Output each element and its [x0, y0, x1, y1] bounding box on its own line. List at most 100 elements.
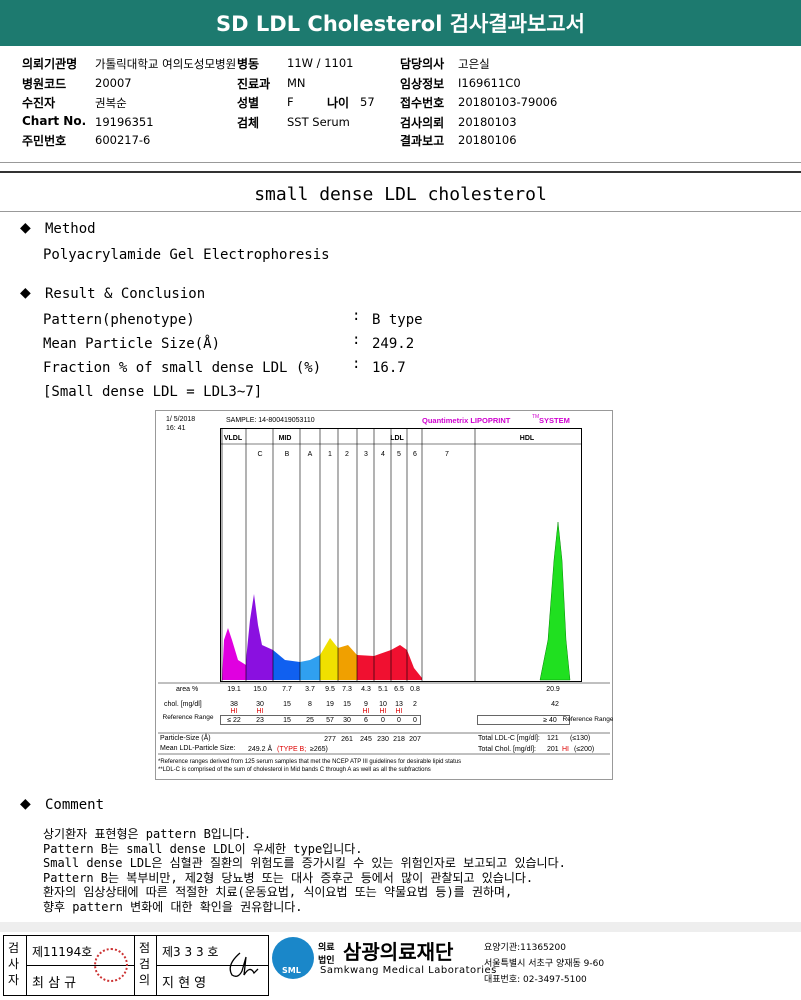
- total-ldl-ref: (≤130): [570, 735, 590, 742]
- sub-label: B: [285, 451, 290, 458]
- info-label: 성별: [237, 96, 260, 110]
- footnote: *Reference ranges derived from 125 serum…: [158, 759, 461, 765]
- result-value: 249.2: [372, 336, 415, 352]
- sign-box: [3, 935, 269, 996]
- org: 삼광의료재단: [343, 940, 454, 964]
- size-value: 245: [360, 736, 372, 743]
- group-label: VLDL: [224, 435, 243, 442]
- row-label: chol. [mg/dl]: [164, 701, 202, 708]
- hdl-chol: 42: [551, 701, 559, 708]
- info-label: 임상정보: [400, 77, 445, 91]
- ref-value: 15: [283, 717, 291, 724]
- result-sep: :: [352, 356, 361, 372]
- area-value: 9.5: [325, 686, 335, 693]
- ref-value: 57: [326, 717, 334, 724]
- mean-ref: ≥265): [310, 746, 328, 753]
- row-label: area %: [176, 686, 198, 693]
- peaks: [222, 521, 571, 681]
- peak: [320, 638, 338, 680]
- title: SD LDL Cholesterol 검사결과보고서: [216, 12, 585, 36]
- brand: Quantimetrix LIPOPRINT: [422, 416, 511, 425]
- chol-value: 8: [308, 701, 312, 708]
- peak: [222, 628, 246, 680]
- hdl-ref: ≥ 40: [543, 717, 557, 724]
- info-value: 57: [360, 95, 375, 109]
- info-label: 나이: [327, 96, 350, 110]
- mean-type: (TYPE B;: [277, 746, 306, 753]
- sub-label: 2: [345, 451, 349, 458]
- total-chol-label: Total Chol. [mg/dl]:: [478, 746, 536, 753]
- org-type: 의료법인: [318, 943, 335, 966]
- result-label: Mean Particle Size(Å): [43, 336, 221, 352]
- checker-name: 지 현 영: [162, 976, 207, 991]
- total-ldl-value: 121: [547, 735, 559, 742]
- ref-value: 23: [256, 717, 264, 724]
- peak: [246, 594, 273, 680]
- chol-value: 10: [379, 701, 387, 708]
- row-label: Reference Range: [163, 714, 214, 721]
- ref-value: 25: [306, 717, 314, 724]
- chol-flag: HI: [231, 708, 238, 715]
- comment-line: Pattern B는 small dense LDL이 우세한 type입니다.: [43, 841, 363, 856]
- size-value: 230: [377, 736, 389, 743]
- tester-role: 검사자: [8, 941, 20, 987]
- peak: [300, 655, 320, 680]
- rule: [26, 965, 134, 966]
- group-label: HDL: [520, 435, 535, 442]
- info-label: 접수번호: [400, 96, 445, 110]
- date: 1/ 5/2018: [166, 416, 195, 423]
- total-ldl-label: Total LDL-C [mg/dl]:: [478, 735, 540, 742]
- info-value: 11W / 1101: [287, 56, 354, 70]
- ref-value: 0: [381, 717, 385, 724]
- comment-line: Small dense LDL은 심혈관 질환의 위험도를 증가시킬 수 있는 …: [43, 856, 566, 870]
- plot-frame: [220, 428, 582, 682]
- sub-label: 5: [397, 451, 401, 458]
- info-value: 가톨릭대학교 여의도성모병원: [95, 57, 237, 71]
- total-chol-value: 201: [547, 746, 559, 753]
- bullet: ◆: [20, 796, 31, 812]
- peak: [338, 645, 357, 680]
- info-label: 결과보고: [400, 134, 445, 148]
- peak: [539, 521, 571, 681]
- result-value: B type: [372, 312, 423, 328]
- org-en: Samkwang Medical Laboratories: [320, 965, 497, 976]
- result-label: Pattern(phenotype): [43, 312, 195, 328]
- info-label: 병원코드: [22, 77, 67, 91]
- area-value: 15.0: [253, 686, 267, 693]
- figure-frame: [155, 410, 613, 780]
- mean-value: 249.2 Å: [248, 744, 272, 753]
- rule: [134, 935, 135, 996]
- ref-value: 0: [413, 717, 417, 724]
- method-heading: Method: [45, 221, 96, 237]
- rule: [0, 211, 801, 212]
- area-value: 6.5: [394, 686, 404, 693]
- method-text: Polyacrylamide Gel Electrophoresis: [43, 247, 330, 263]
- area-value: 7.3: [342, 686, 352, 693]
- info-value: 20180103-79006: [458, 95, 558, 109]
- rule: [0, 162, 801, 163]
- ref-value: ≤ 22: [227, 717, 241, 724]
- info-label: 병동: [237, 57, 260, 71]
- bullet: ◆: [20, 220, 31, 236]
- info-value: 20180103: [458, 115, 517, 129]
- sub-label: A: [308, 451, 313, 458]
- area-value: 7.7: [282, 686, 292, 693]
- tester-name: 최 삼 규: [32, 976, 77, 991]
- area-value: 0.8: [410, 686, 420, 693]
- total-chol-ref: (≤200): [574, 746, 594, 753]
- row-label: Particle-Size (Å): [160, 733, 211, 742]
- sub-label: C: [257, 451, 262, 458]
- size-value: 261: [341, 736, 353, 743]
- ref-value: 6: [364, 717, 368, 724]
- sub-label: 7: [445, 451, 449, 458]
- comment-line: 환자의 임상상태에 따른 적절한 치료(운동요법, 식이요법 또는 약물요법 등…: [43, 885, 513, 899]
- chol-value: 15: [343, 701, 351, 708]
- size-value: 277: [324, 736, 336, 743]
- info-label: 주민번호: [22, 134, 67, 148]
- info-label: 의뢰기관명: [22, 57, 78, 71]
- chol-flag: HI: [363, 708, 370, 715]
- ref-box: [220, 715, 421, 725]
- row-label: Reference Range: [563, 716, 613, 723]
- info-label: Chart No.: [22, 114, 87, 128]
- info-label: 수진자: [22, 96, 56, 110]
